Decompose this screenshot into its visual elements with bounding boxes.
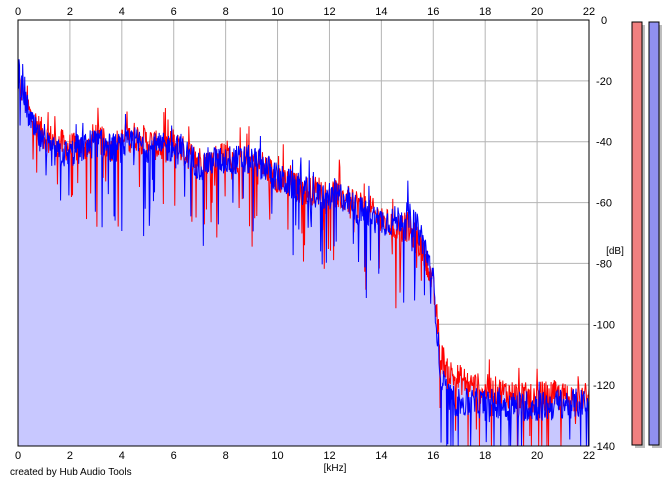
x-tick-label: 20 xyxy=(531,450,543,462)
x-tick-label: 16 xyxy=(427,450,439,462)
x-tick-label: 6 xyxy=(171,450,177,462)
x-axis-label: [kHz] xyxy=(324,463,347,474)
y-tick-label: -20 xyxy=(596,76,612,88)
y-tick-label: -60 xyxy=(596,198,612,210)
level-meter-right xyxy=(648,21,660,446)
x-tick-label: 10 xyxy=(271,450,283,462)
x-tick-label: 16 xyxy=(427,6,439,18)
x-tick-label: 18 xyxy=(479,450,491,462)
x-tick-label: 6 xyxy=(171,6,177,18)
x-tick-label: 0 xyxy=(15,450,21,462)
x-tick-label: 14 xyxy=(375,450,387,462)
x-tick-label: 4 xyxy=(119,6,125,18)
credit-text: created by Hub Audio Tools xyxy=(10,467,132,478)
x-tick-label: 12 xyxy=(323,6,335,18)
x-tick-label: 10 xyxy=(271,6,283,18)
x-tick-label: 2 xyxy=(67,6,73,18)
plot-border xyxy=(17,19,590,447)
y-tick-label: -40 xyxy=(596,137,612,149)
x-tick-labels-bottom: 0 2 4 6 8 10 12 14 16 18 20 22 xyxy=(15,450,595,462)
y-tick-label: 0 xyxy=(601,15,607,27)
x-tick-label: 20 xyxy=(531,6,543,18)
x-tick-label: 8 xyxy=(223,6,229,18)
x-tick-label: 0 xyxy=(15,6,21,18)
level-meters xyxy=(631,21,662,448)
level-meter-left xyxy=(631,21,643,446)
x-tick-labels-top: 0 2 4 6 8 10 12 14 16 18 20 22 xyxy=(15,6,595,18)
y-tick-label: -80 xyxy=(596,258,612,270)
x-tick-label: 4 xyxy=(119,450,125,462)
x-tick-label: 22 xyxy=(583,450,595,462)
y-axis-label: [dB] xyxy=(606,246,624,257)
x-tick-label: 8 xyxy=(223,450,229,462)
x-tick-label: 12 xyxy=(323,450,335,462)
series-line-blue xyxy=(17,59,590,447)
x-tick-label: 2 xyxy=(67,450,73,462)
x-tick-label: 14 xyxy=(375,6,387,18)
series-lines xyxy=(17,59,590,447)
y-tick-label: -120 xyxy=(593,380,615,392)
x-tick-label: 18 xyxy=(479,6,491,18)
y-tick-label: -140 xyxy=(593,441,615,453)
y-tick-label: -100 xyxy=(593,319,615,331)
x-tick-label: 22 xyxy=(583,6,595,18)
y-tick-labels: 0 -20 -40 -60 -80 -100 -120 -140 xyxy=(593,15,615,453)
